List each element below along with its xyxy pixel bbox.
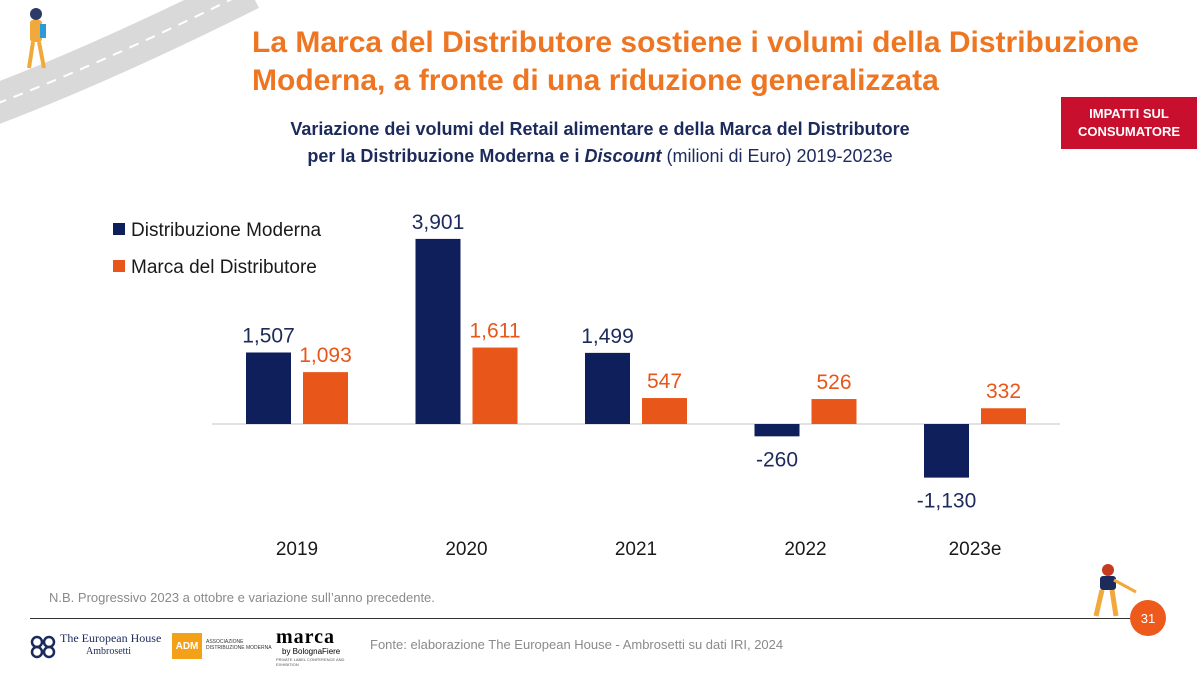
x-tick-label: 2022 <box>784 539 826 560</box>
bar-marca-distributore-2020 <box>472 347 518 424</box>
legend-swatch <box>113 223 125 235</box>
data-label: 1,611 <box>470 320 521 343</box>
x-tick-label: 2020 <box>445 539 487 560</box>
chart-subtitle-line2: per la Distribuzione Moderna e i Discoun… <box>307 146 893 166</box>
x-tick-label: 2023e <box>949 539 1002 560</box>
adm-logo: ADM ASSOCIAZIONE DISTRIBUZIONE MODERNA <box>172 629 272 663</box>
footnote: N.B. Progressivo 2023 a ottobre e variaz… <box>49 590 435 605</box>
chart-subtitle-line1: Variazione dei volumi del Retail aliment… <box>290 119 910 139</box>
chart-subtitle: Variazione dei volumi del Retail aliment… <box>240 116 960 170</box>
data-label: 1,507 <box>242 324 295 347</box>
teh-emblem-icon <box>30 635 56 659</box>
road-decoration <box>0 0 259 124</box>
bar-distribuzione-moderna-2019 <box>246 352 291 424</box>
data-label: -260 <box>756 448 798 471</box>
bar-distribuzione-moderna-2021 <box>585 352 630 424</box>
bar-marca-distributore-2022 <box>811 399 857 424</box>
data-label: 1,093 <box>299 344 352 367</box>
walking-person-icon <box>27 8 46 69</box>
legend-label: Marca del Distributore <box>131 257 317 278</box>
section-badge: IMPATTI SUL CONSUMATORE <box>1061 97 1197 149</box>
person-with-apple-icon <box>1093 564 1137 617</box>
page-title: La Marca del Distributore sostiene i vol… <box>252 26 1139 97</box>
data-label: 526 <box>816 371 851 394</box>
bar-marca-distributore-2019 <box>303 372 348 424</box>
source-note: Fonte: elaborazione The European House -… <box>370 637 784 652</box>
data-label: 547 <box>647 370 682 393</box>
bar-marca-distributore-2023e <box>981 408 1026 424</box>
bar-distribuzione-moderna-2022 <box>754 424 800 437</box>
page-number: 31 <box>1130 600 1166 636</box>
data-label: -1,130 <box>917 490 977 513</box>
data-label: 332 <box>986 380 1021 403</box>
data-label: 3,901 <box>412 211 465 234</box>
data-label: 1,499 <box>581 325 634 348</box>
bar-distribuzione-moderna-2020 <box>415 238 461 424</box>
legend-label: Distribuzione Moderna <box>131 220 322 241</box>
bar-marca-distributore-2021 <box>642 398 687 424</box>
european-house-logo: The European House Ambrosetti <box>30 631 170 663</box>
marca-logo: marca by BolognaFiere PRIVATE LABEL CONF… <box>276 626 345 667</box>
footer-divider <box>30 618 1135 619</box>
legend-swatch <box>113 260 125 272</box>
x-tick-label: 2021 <box>615 539 657 560</box>
bar-distribuzione-moderna-2023e <box>924 424 969 478</box>
x-tick-label: 2019 <box>276 539 318 560</box>
